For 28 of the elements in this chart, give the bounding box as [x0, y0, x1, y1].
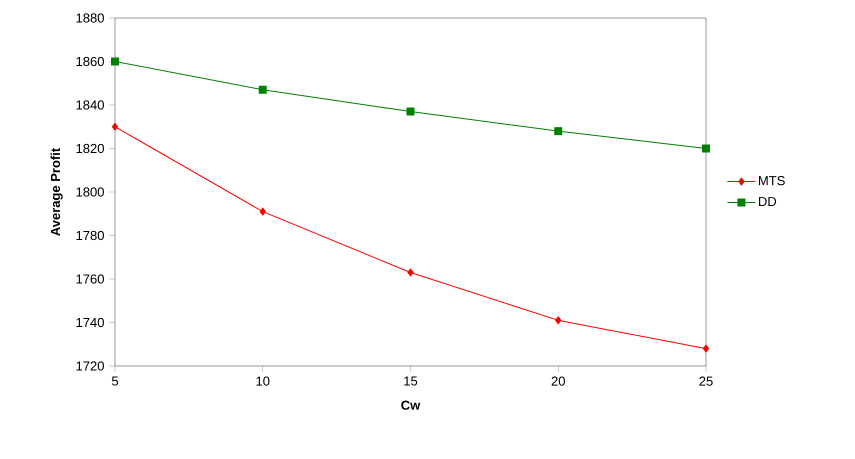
x-tick-label: 20	[552, 376, 565, 386]
point	[702, 344, 710, 353]
y-tick-label: 1860	[76, 56, 104, 66]
y-tick-label: 1740	[76, 318, 104, 328]
x-axis-title: Cw	[401, 400, 420, 410]
y-tick-label: 1880	[76, 13, 104, 23]
legend-label: DD	[758, 197, 776, 206]
point	[702, 144, 710, 152]
y-tick-label: 1820	[76, 144, 104, 154]
point	[555, 316, 562, 324]
point	[406, 108, 414, 116]
x-tick-label: 25	[699, 376, 713, 386]
point	[112, 122, 118, 131]
point	[407, 268, 414, 276]
y-tick-label: 1720	[76, 361, 104, 371]
point	[111, 58, 119, 66]
y-tick-label: 1800	[76, 187, 104, 197]
point	[554, 127, 562, 136]
y-axis-title: Average Profit	[50, 148, 63, 236]
x-tick-label: 10	[256, 376, 270, 386]
legend-label: MTS	[758, 176, 785, 186]
y-tick-label: 1840	[76, 100, 104, 110]
x-tick-label: 5	[112, 376, 118, 386]
y-tick-label: 1780	[76, 230, 104, 240]
point	[258, 86, 267, 94]
x-tick-label: 15	[404, 376, 418, 386]
y-tick-label: 1760	[76, 274, 104, 284]
point	[260, 208, 266, 216]
